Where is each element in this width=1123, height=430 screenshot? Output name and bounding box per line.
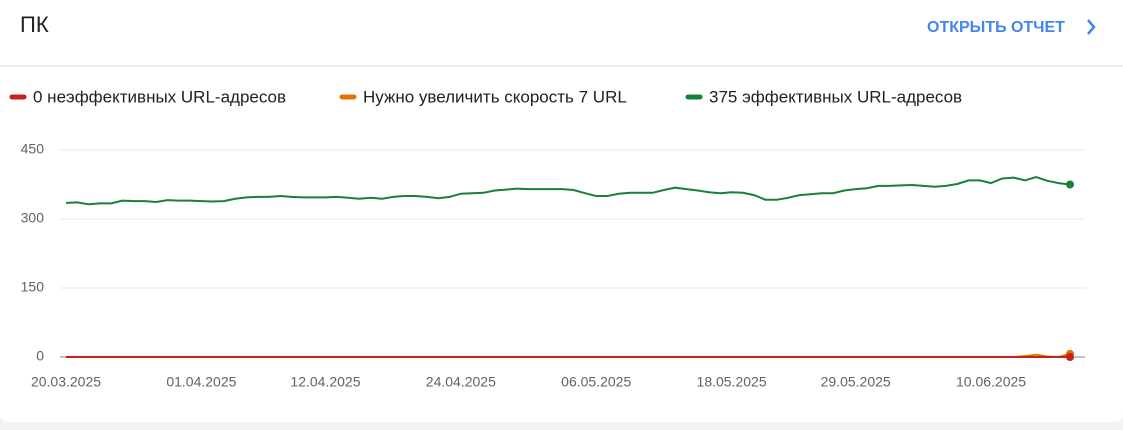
y-tick-label: 0 xyxy=(36,348,44,364)
x-tick-label: 24.04.2025 xyxy=(426,374,496,390)
series-line xyxy=(65,176,1071,206)
y-tick-label: 150 xyxy=(21,279,45,295)
chevron-icon[interactable] xyxy=(1087,19,1096,35)
x-tick-label: 12.04.2025 xyxy=(290,374,360,390)
end-point xyxy=(1066,353,1074,361)
end-point xyxy=(1066,180,1074,189)
open-report[interactable]: ОТКРЫТЬ ОТЧЕТ xyxy=(927,19,1065,36)
x-tick-label: 10.06.2025 xyxy=(956,374,1026,390)
legend-label[interactable]: 375 эффективных URL-адресов xyxy=(709,87,962,106)
x-tick-label: 06.05.2025 xyxy=(561,374,631,390)
card-title: ПК xyxy=(20,12,49,37)
x-tick-label: 01.04.2025 xyxy=(166,374,236,390)
legend-label[interactable]: 0 неэффективных URL-адресов xyxy=(33,87,286,106)
y-tick-label: 450 xyxy=(21,141,45,157)
x-tick-label: 18.05.2025 xyxy=(697,374,767,390)
x-tick-label: 20.03.2025 xyxy=(31,374,101,390)
x-tick-label: 29.05.2025 xyxy=(821,374,891,390)
legend-label[interactable]: Нужно увеличить скорость 7 URL xyxy=(363,87,627,106)
y-tick-label: 300 xyxy=(21,210,45,226)
